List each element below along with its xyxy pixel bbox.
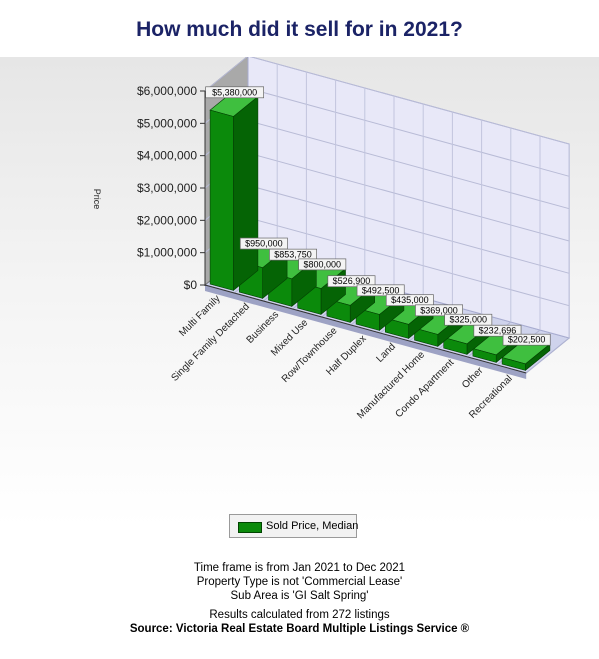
x-tick-label: Manufactured Home (355, 349, 427, 421)
data-label-box (298, 258, 347, 271)
gridline-floor (525, 337, 570, 374)
data-label-2: $853,750 (269, 248, 318, 261)
bar-0 (209, 89, 259, 292)
data-label-box (269, 248, 318, 261)
data-label: $853,750 (274, 250, 312, 260)
chart-legend: Sold Price, Median (229, 514, 359, 538)
data-label-box (473, 324, 522, 337)
chart-footer: Time frame is from Jan 2021 to Dec 2021 … (0, 561, 599, 636)
x-axis-line (204, 284, 527, 374)
data-label: $325,000 (449, 315, 487, 325)
bar-front (501, 357, 526, 371)
x-tick-label: Other (460, 365, 486, 391)
y-tick-label: $6,000,000 (137, 84, 197, 98)
y-tick-label: $0 (184, 278, 198, 292)
data-label-box (205, 86, 264, 99)
chart-area: $0 $1,000,000 $2,000,000 $3,000,000 $4,000,0… (0, 57, 599, 527)
data-label: $492,500 (362, 285, 400, 295)
bar-front (209, 109, 234, 291)
data-label-10: $202,500 (502, 333, 551, 346)
x-tick-label: Single Family Detached (169, 301, 251, 383)
y-axis-title: Price (92, 189, 102, 210)
data-label: $950,000 (245, 239, 283, 249)
y-tick-label: $4,000,000 (137, 149, 197, 163)
data-label-0: $5,380,000 (205, 86, 264, 99)
footer-timeframe: Time frame is from Jan 2021 to Dec 2021 (193, 562, 406, 574)
data-label-box (444, 313, 493, 326)
chart-title: How much did it sell for in 2021? (136, 18, 463, 41)
chart-floor-edge (205, 285, 527, 379)
data-label-3: $800,000 (298, 258, 347, 271)
data-label-1: $950,000 (239, 237, 288, 250)
bar-side (233, 95, 259, 292)
data-label-box (502, 333, 551, 346)
footer-property-type: Property Type is not 'Commercial Lease' (196, 576, 403, 588)
data-label-5: $492,500 (356, 284, 405, 297)
footer-source: Source: Victoria Real Estate Board Multi… (129, 623, 470, 635)
x-tick-label: Land (374, 341, 398, 365)
x-tick-label: Business (245, 309, 281, 345)
gridline-y (204, 57, 570, 145)
data-label: $232,696 (479, 326, 517, 336)
bar-front (472, 348, 497, 363)
data-label-4: $526,900 (327, 275, 376, 288)
data-label-box (327, 275, 376, 288)
data-label-box (356, 284, 405, 297)
data-label-8: $325,000 (444, 313, 493, 326)
data-label-6: $435,000 (385, 294, 434, 307)
data-label-box (239, 237, 288, 250)
y-tick-label: $1,000,000 (137, 246, 197, 260)
data-label-box (415, 304, 464, 317)
y-tick-label: $3,000,000 (137, 181, 197, 195)
data-label: $435,000 (391, 295, 429, 305)
data-label-box (385, 294, 434, 307)
data-label: $800,000 (303, 259, 341, 269)
chart-plot: $0 $1,000,000 $2,000,000 $3,000,000 $4,000,0… (92, 57, 571, 421)
footer-listing-count: Results calculated from 272 listings (209, 609, 390, 621)
footer-sub-area: Sub Area is 'GI Salt Spring' (230, 590, 369, 602)
legend-label: Sold Price, Median (266, 520, 359, 532)
y-tick-label: $5,000,000 (137, 116, 197, 130)
data-label: $526,900 (333, 276, 371, 286)
data-label-9: $232,696 (473, 324, 522, 337)
legend-swatch (238, 522, 262, 533)
y-tick-label: $2,000,000 (137, 213, 197, 227)
data-label-7: $369,000 (415, 304, 464, 317)
data-label: $202,500 (508, 335, 546, 345)
data-label: $369,000 (420, 305, 458, 315)
data-label: $5,380,000 (212, 87, 257, 97)
